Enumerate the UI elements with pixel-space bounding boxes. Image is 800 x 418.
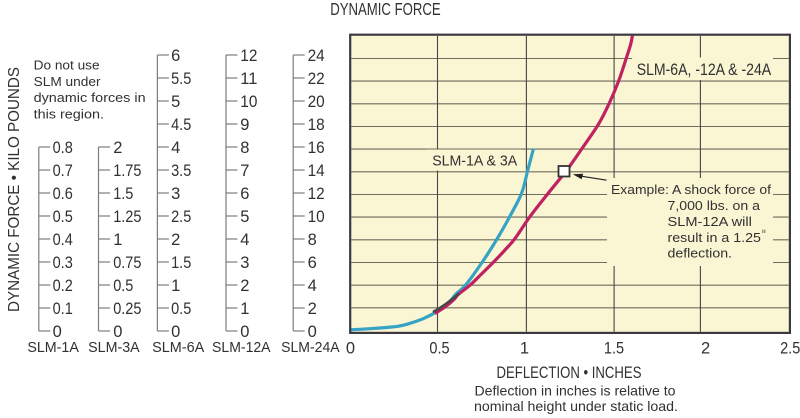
svg-text:20: 20 [308, 93, 325, 111]
svg-text:14: 14 [308, 162, 325, 180]
svg-text:1: 1 [520, 339, 529, 357]
svg-text:4.5: 4.5 [171, 116, 191, 134]
svg-text:0: 0 [113, 323, 122, 341]
svg-text:Do not use: Do not use [34, 58, 100, 73]
svg-text:Deflection in inches is relati: Deflection in inches is relative to [475, 384, 676, 399]
svg-text:1.5: 1.5 [113, 185, 133, 203]
svg-text:7,000 lbs. on a: 7,000 lbs. on a [668, 198, 761, 213]
svg-text:2.5: 2.5 [171, 208, 191, 226]
svg-text:0.25: 0.25 [113, 300, 141, 318]
svg-text:SLM-1A: SLM-1A [27, 340, 79, 356]
svg-text:dynamic forces in: dynamic forces in [34, 90, 146, 105]
svg-text:0.5: 0.5 [53, 208, 73, 226]
svg-text:4: 4 [308, 277, 317, 295]
svg-text:18: 18 [308, 116, 325, 134]
svg-text:SLM-3A: SLM-3A [88, 340, 140, 356]
svg-text:3: 3 [240, 254, 249, 272]
svg-text:0.5: 0.5 [171, 300, 191, 318]
svg-text:12: 12 [240, 47, 257, 65]
svg-text:24: 24 [308, 47, 325, 65]
svg-text:0: 0 [53, 323, 62, 341]
svg-text:SLM-6A: SLM-6A [152, 340, 204, 356]
svg-text:8: 8 [308, 231, 317, 249]
svg-text:6: 6 [240, 185, 249, 203]
svg-text:0: 0 [308, 323, 317, 341]
svg-text:4: 4 [171, 139, 180, 157]
svg-text:6: 6 [171, 47, 180, 65]
svg-text:5.5: 5.5 [171, 70, 191, 88]
svg-text:2: 2 [113, 139, 122, 157]
svg-text:0.5: 0.5 [113, 277, 133, 295]
svg-text:DEFLECTION • INCHES: DEFLECTION • INCHES [497, 364, 642, 382]
svg-text:result in a 1.25: result in a 1.25 [668, 230, 762, 245]
svg-text:1.75: 1.75 [113, 162, 141, 180]
svg-text:8: 8 [240, 139, 249, 157]
svg-text:1: 1 [240, 300, 249, 318]
svg-text:2: 2 [171, 231, 180, 249]
svg-text:SLM under: SLM under [34, 74, 102, 89]
svg-text:1.5: 1.5 [171, 254, 191, 272]
svg-text:0.2: 0.2 [53, 277, 73, 295]
svg-text:12: 12 [308, 185, 325, 203]
svg-text:0.5: 0.5 [429, 339, 449, 357]
svg-text:2: 2 [240, 277, 249, 295]
svg-text:this region.: this region. [34, 106, 104, 121]
svg-text:0: 0 [240, 323, 249, 341]
svg-text:5: 5 [240, 208, 249, 226]
svg-text:11: 11 [240, 70, 257, 88]
svg-text:0.7: 0.7 [53, 162, 73, 180]
svg-text:1.5: 1.5 [604, 339, 624, 357]
svg-text:0.75: 0.75 [113, 254, 141, 272]
svg-text:0.4: 0.4 [53, 231, 73, 249]
svg-text:Example: A shock force of: Example: A shock force of [611, 182, 771, 197]
svg-text:0: 0 [346, 339, 355, 357]
svg-text:7: 7 [240, 162, 249, 180]
svg-text:10: 10 [240, 93, 257, 111]
svg-text:3.5: 3.5 [171, 162, 191, 180]
svg-text:1: 1 [171, 277, 180, 295]
svg-text:0: 0 [171, 323, 180, 341]
svg-text:DYNAMIC FORCE: DYNAMIC FORCE [330, 0, 441, 19]
svg-text:0.1: 0.1 [53, 300, 73, 318]
svg-text:2.5: 2.5 [780, 339, 800, 357]
svg-text:10: 10 [308, 208, 325, 226]
svg-text:2: 2 [308, 300, 317, 318]
svg-text:16: 16 [308, 139, 325, 157]
svg-text:1: 1 [113, 231, 122, 249]
svg-text:3: 3 [171, 185, 180, 203]
svg-text:SLM-1A & 3A: SLM-1A & 3A [432, 153, 517, 170]
svg-text:5: 5 [171, 93, 180, 111]
svg-text:SLM-24A: SLM-24A [281, 340, 340, 356]
svg-text:9: 9 [240, 116, 249, 134]
svg-text:2: 2 [701, 339, 710, 357]
svg-text:0.8: 0.8 [53, 139, 73, 157]
svg-text:DYNAMIC FORCE • KILO POUNDS: DYNAMIC FORCE • KILO POUNDS [6, 67, 23, 312]
svg-text:0.6: 0.6 [53, 185, 73, 203]
svg-text:22: 22 [308, 70, 325, 88]
svg-text:deflection.: deflection. [668, 246, 733, 261]
svg-text:SLM-6A, -12A & -24A: SLM-6A, -12A & -24A [637, 61, 772, 79]
svg-text:SLM-12A will: SLM-12A will [668, 214, 752, 229]
svg-text:4: 4 [240, 231, 249, 249]
svg-text:SLM-12A: SLM-12A [212, 340, 271, 356]
svg-text:6: 6 [308, 254, 317, 272]
svg-text:1.25: 1.25 [113, 208, 141, 226]
svg-text:0.3: 0.3 [53, 254, 73, 272]
svg-text:nominal height under static lo: nominal height under static load. [474, 399, 678, 414]
